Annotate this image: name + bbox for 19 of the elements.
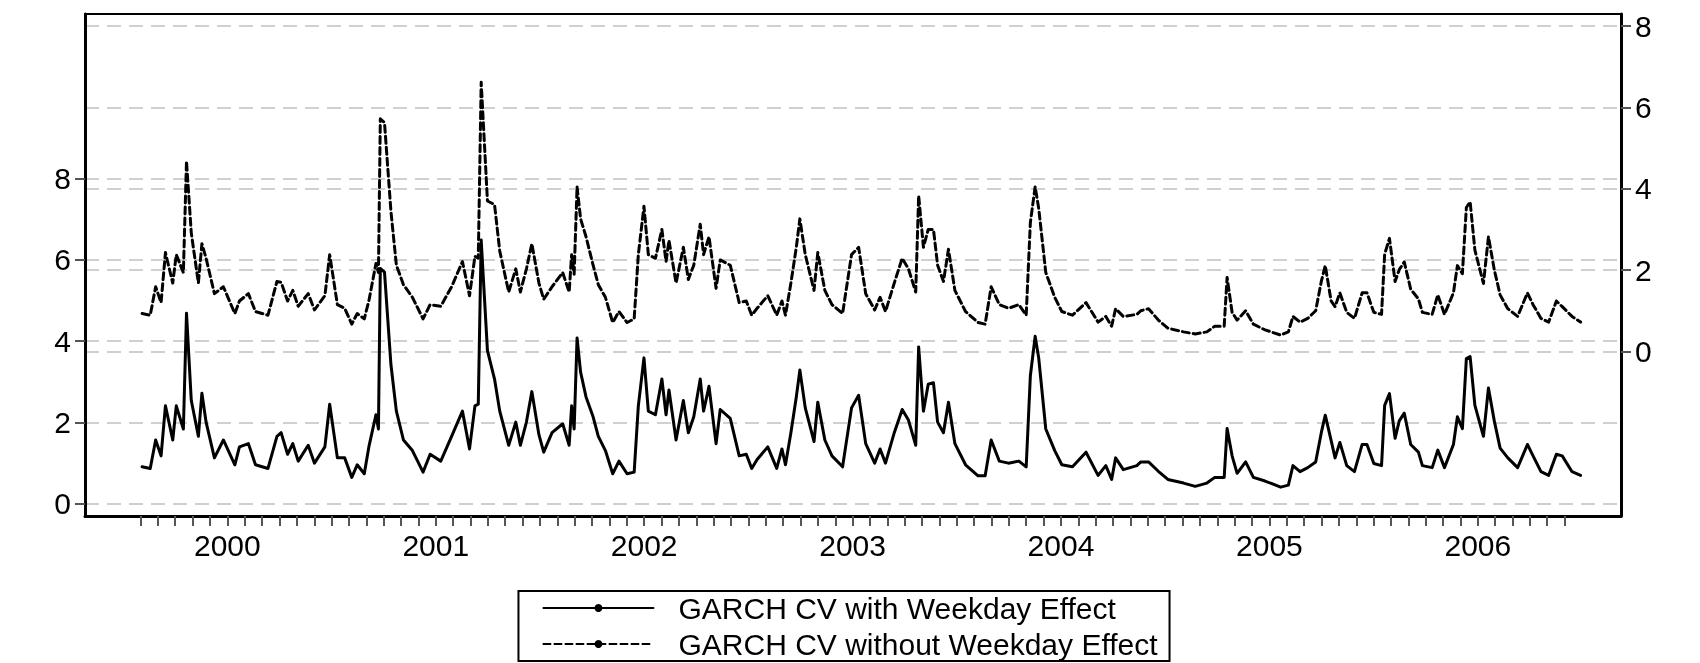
- y-tick-label: 2: [54, 406, 71, 440]
- y2-tick-label: 8: [1635, 9, 1652, 43]
- x-tick-label: 2006: [1444, 528, 1512, 562]
- x-tick-label: 2002: [610, 528, 678, 562]
- y2-tick-label: 6: [1635, 90, 1652, 124]
- y-tick-label: 0: [54, 487, 71, 521]
- y-tick-label: 6: [54, 243, 71, 277]
- y-tick-label: 4: [54, 324, 71, 358]
- legend-label: GARCH CV without Weekday Effect: [678, 627, 1159, 661]
- x-tick-label: 2001: [402, 528, 470, 562]
- x-tick-label: 2000: [193, 528, 261, 562]
- y2-tick-label: 0: [1635, 334, 1652, 368]
- y2-tick-label: 4: [1635, 172, 1652, 206]
- x-tick-label: 2005: [1236, 528, 1303, 562]
- x-tick-label: 2004: [1027, 528, 1095, 562]
- x-tick-label: 2003: [819, 528, 886, 562]
- legend-label: GARCH CV with Weekday Effect: [678, 591, 1117, 625]
- y2-tick-label: 2: [1635, 253, 1652, 287]
- y-tick-label: 8: [54, 162, 71, 196]
